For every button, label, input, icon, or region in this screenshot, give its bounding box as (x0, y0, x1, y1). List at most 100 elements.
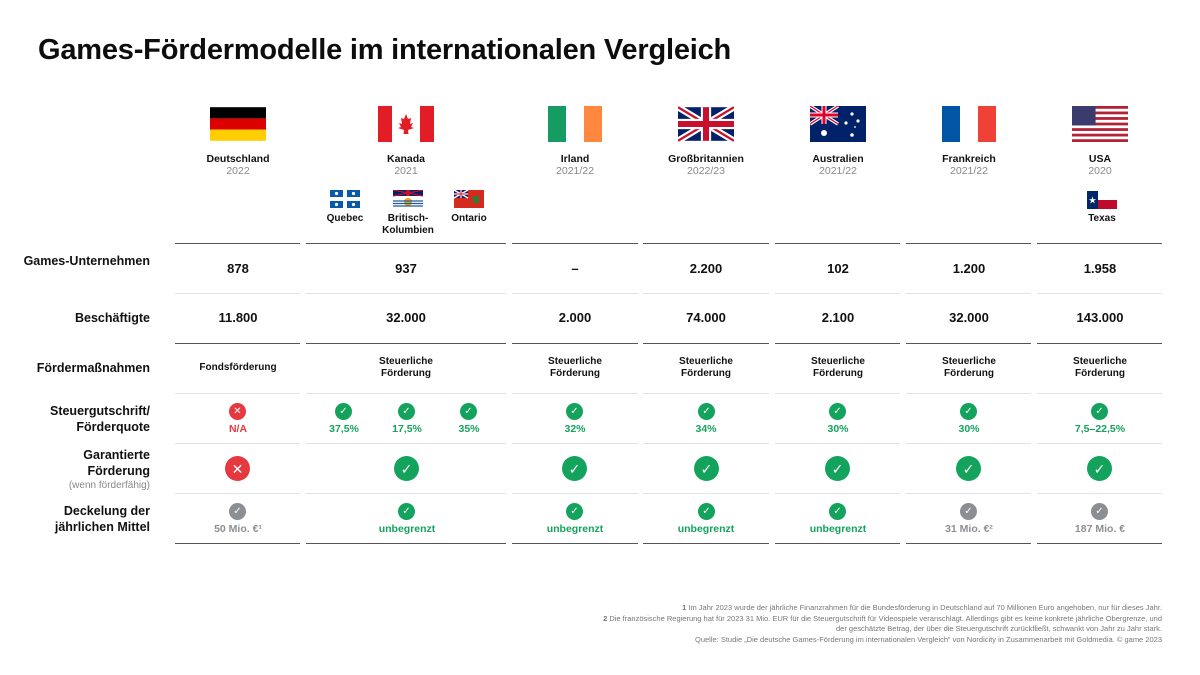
row-divider (643, 493, 769, 494)
country-year: 2022 (226, 165, 250, 177)
country-name: Frankreich (942, 153, 996, 165)
employees-cell: 2.100 (821, 310, 855, 325)
companies-cell: 102 (827, 261, 849, 276)
check-icon: ✓ (1087, 456, 1112, 481)
row-label-cap: Deckelung der jährlichen Mittel (54, 504, 150, 534)
cap-value: 187 Mio. € (1074, 523, 1126, 535)
tax-credit-value: 35% (458, 423, 480, 435)
row-divider (512, 243, 638, 244)
country-year: 2022/23 (687, 165, 725, 177)
row-label-measures: Fördermaßnahmen (36, 361, 150, 375)
row-divider (906, 543, 1031, 544)
page-title: Games-Fördermodelle im internationalen V… (38, 34, 732, 66)
measures-cell: Steuerliche Förderung (679, 356, 733, 379)
measures-cell: Steuerliche Förderung (1073, 356, 1127, 379)
cap-value: 50 Mio. €¹ (214, 523, 262, 535)
row-divider (643, 543, 769, 544)
footnote-2-marker: 2 (603, 613, 608, 623)
row-divider (775, 543, 900, 544)
tax-credit-value: 7,5–22,5% (1074, 423, 1126, 435)
row-divider (175, 493, 300, 494)
row-divider (775, 293, 900, 294)
row-divider (643, 343, 769, 344)
row-label-companies: Games-Unternehmen (23, 254, 150, 268)
measures-cell: Fondsförderung (199, 362, 277, 373)
check-icon: ✓ (394, 456, 419, 481)
usa-flag-icon (1072, 106, 1128, 142)
tax-credit-value: N/A (228, 423, 248, 435)
row-label-tax-credit: Steuergutschrift/ Förderquote (49, 404, 150, 434)
country-year: 2021/22 (950, 165, 988, 177)
country-name: Deutschland (206, 153, 270, 165)
row-divider (775, 443, 900, 444)
canada-flag-icon (378, 106, 434, 142)
row-divider (643, 393, 769, 394)
check-icon: ✓ (335, 403, 352, 420)
check-icon: ✓ (698, 503, 715, 520)
cap-value: unbegrenzt (546, 523, 604, 535)
row-divider (306, 443, 506, 444)
cap-value: 31 Mio. €² (945, 523, 993, 535)
row-divider (906, 243, 1031, 244)
ireland-flag-icon (547, 106, 603, 142)
country-name: Irland (560, 153, 590, 165)
row-divider (775, 393, 900, 394)
employees-cell: 32.000 (386, 310, 426, 325)
country-year: 2021 (394, 165, 418, 177)
row-divider (643, 443, 769, 444)
row-divider (306, 543, 506, 544)
employees-cell: 32.000 (949, 310, 989, 325)
row-divider (906, 343, 1031, 344)
companies-cell: 1.200 (952, 261, 986, 276)
row-divider (512, 443, 638, 444)
row-divider (306, 393, 506, 394)
tax-credit-value: 37,5% (329, 423, 359, 435)
row-divider (906, 393, 1031, 394)
row-divider (643, 293, 769, 294)
tax-credit-value: 30% (827, 423, 849, 435)
tax-credit-value: 32% (564, 423, 586, 435)
australia-flag-icon (810, 106, 866, 142)
check-icon: ✓ (829, 503, 846, 520)
companies-cell: 878 (227, 261, 249, 276)
footnote-1-marker: 1 (682, 603, 687, 612)
quebec-flag-icon (330, 190, 360, 208)
row-label-guaranteed-note: (wenn förderfähig) (68, 480, 150, 491)
subregion-label-british-columbia: Britisch-Kolumbien (382, 213, 434, 236)
check-icon: ✓ (1091, 503, 1108, 520)
companies-cell: 1.958 (1083, 261, 1117, 276)
check-icon: ✓ (566, 403, 583, 420)
row-divider (775, 343, 900, 344)
row-divider (175, 293, 300, 294)
row-divider (775, 243, 900, 244)
ontario-flag-icon (454, 190, 484, 208)
row-divider (512, 293, 638, 294)
check-icon: ✓ (956, 456, 981, 481)
row-divider (175, 243, 300, 244)
check-icon: ✓ (960, 403, 977, 420)
row-label-guaranteed-text: Garantierte Förderung (83, 448, 150, 478)
row-divider (775, 493, 900, 494)
row-divider (175, 393, 300, 394)
tax-credit-value: 30% (958, 423, 980, 435)
employees-cell: 74.000 (686, 310, 726, 325)
companies-cell: 2.200 (689, 261, 723, 276)
country-name: Großbritannien (668, 153, 744, 165)
measures-cell: Steuerliche Förderung (548, 356, 602, 379)
row-divider (512, 543, 638, 544)
country-name: Australien (812, 153, 864, 165)
tax-credit-value: 17,5% (392, 423, 422, 435)
row-divider (1037, 493, 1162, 494)
cap-value: unbegrenzt (809, 523, 867, 535)
source-note: Quelle: Studie „Die deutsche Games-Förde… (695, 634, 1162, 644)
tax-credit-value: 34% (695, 423, 717, 435)
employees-cell: 11.800 (218, 310, 258, 325)
check-icon: ✓ (960, 503, 977, 520)
subregion-label-ontario: Ontario (451, 213, 487, 224)
row-divider (906, 493, 1031, 494)
country-year: 2021/22 (819, 165, 857, 177)
measures-cell: Steuerliche Förderung (379, 356, 433, 379)
row-divider (175, 443, 300, 444)
row-label-employees: Beschäftigte (74, 311, 150, 325)
companies-cell: – (571, 261, 579, 276)
